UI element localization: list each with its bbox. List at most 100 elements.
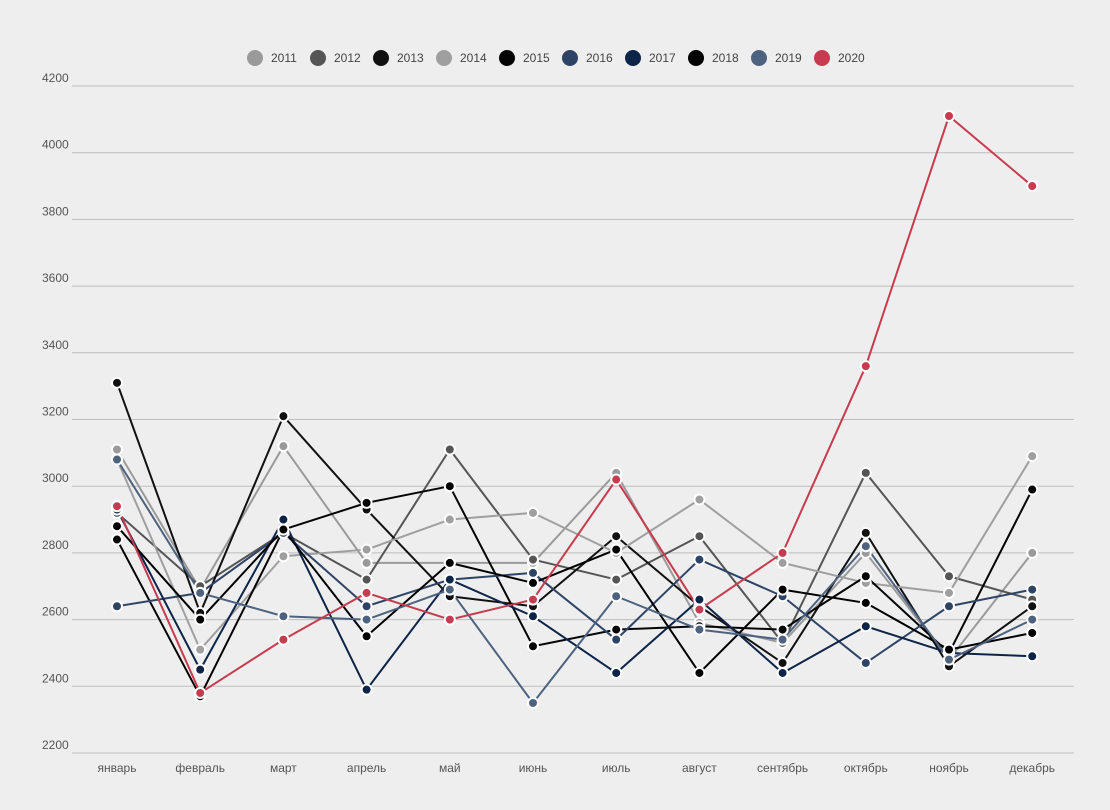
data-point-2014[interactable] [943,586,955,599]
data-point-2019[interactable] [111,453,123,466]
data-point-2020[interactable] [693,603,706,616]
data-point-2018[interactable] [610,543,623,556]
data-point-2020[interactable] [111,500,123,513]
data-point-2018[interactable] [1026,626,1039,639]
data-point-2016[interactable] [1026,583,1039,596]
data-point-2012[interactable] [943,570,955,583]
legend-item-2020[interactable]: 2020 [814,50,865,66]
data-point-2016[interactable] [693,553,706,566]
data-point-2018[interactable] [776,583,789,596]
data-point-2014[interactable] [443,513,456,526]
data-point-2017[interactable] [360,683,373,696]
data-point-2019[interactable] [693,623,706,636]
data-point-2019[interactable] [1026,613,1039,626]
data-point-2014[interactable] [360,543,373,556]
legend-item-2014[interactable]: 2014 [436,50,487,66]
legend-item-2017[interactable]: 2017 [625,50,676,66]
data-point-2011[interactable] [111,443,123,456]
data-point-2016[interactable] [610,633,623,646]
data-point-2015[interactable] [443,480,456,493]
data-point-2015[interactable] [527,640,539,653]
data-point-2019[interactable] [277,610,290,623]
data-point-2017[interactable] [277,513,290,526]
data-point-2018[interactable] [693,666,706,679]
data-point-2017[interactable] [693,593,706,606]
data-point-2011[interactable] [277,440,290,453]
data-point-2019[interactable] [360,613,373,626]
data-point-2019[interactable] [943,653,955,666]
data-point-2013[interactable] [111,376,123,389]
legend-item-2011[interactable]: 2011 [247,50,297,66]
data-point-2011[interactable] [1026,546,1039,559]
data-point-2014[interactable] [194,643,207,656]
data-point-2013[interactable] [610,530,623,543]
data-point-2019[interactable] [610,590,623,603]
legend-item-2012[interactable]: 2012 [310,50,361,66]
data-point-2017[interactable] [610,666,623,679]
data-point-2020[interactable] [360,586,373,599]
legend-item-2015[interactable]: 2015 [499,50,550,66]
data-point-2011[interactable] [360,556,373,569]
data-point-2020[interactable] [1026,180,1039,193]
data-point-2020[interactable] [443,613,456,626]
data-point-2018[interactable] [527,576,539,589]
data-point-2015[interactable] [610,623,623,636]
data-point-2012[interactable] [360,573,373,586]
data-point-2014[interactable] [277,550,290,563]
data-point-2012[interactable] [859,466,872,479]
data-point-2017[interactable] [1026,650,1039,663]
data-point-2013[interactable] [1026,600,1039,613]
y-tick-label: 3800 [42,204,69,218]
data-point-2013[interactable] [776,656,789,669]
data-point-2016[interactable] [527,566,539,579]
legend-item-2016[interactable]: 2016 [562,50,613,66]
data-point-2015[interactable] [1026,483,1039,496]
data-point-2015[interactable] [776,623,789,636]
data-point-2019[interactable] [859,540,872,553]
data-point-2017[interactable] [776,666,789,679]
data-point-2020[interactable] [610,473,623,486]
data-point-2017[interactable] [859,620,872,633]
data-point-2020[interactable] [277,633,290,646]
data-point-2016[interactable] [859,656,872,669]
data-point-2015[interactable] [111,533,123,546]
data-point-2016[interactable] [111,600,123,613]
data-point-2017[interactable] [443,573,456,586]
data-point-2012[interactable] [610,573,623,586]
data-point-2018[interactable] [194,613,207,626]
data-point-2020[interactable] [527,593,539,606]
data-point-2020[interactable] [859,360,872,373]
data-point-2017[interactable] [194,663,207,676]
data-point-2018[interactable] [277,523,290,536]
data-point-2014[interactable] [1026,450,1039,463]
data-point-2015[interactable] [859,570,872,583]
data-point-2019[interactable] [527,696,539,709]
data-point-2017[interactable] [527,610,539,623]
data-point-2013[interactable] [277,410,290,423]
data-point-2015[interactable] [360,496,373,509]
data-point-2019[interactable] [443,583,456,596]
data-point-2012[interactable] [527,553,539,566]
legend-item-2013[interactable]: 2013 [373,50,424,66]
data-point-2020[interactable] [194,686,207,699]
legend-marker [625,50,641,66]
data-point-2019[interactable] [776,633,789,646]
data-point-2020[interactable] [943,110,955,123]
data-point-2018[interactable] [360,630,373,643]
data-point-2019[interactable] [194,586,207,599]
data-point-2014[interactable] [693,493,706,506]
data-point-2018[interactable] [943,643,955,656]
data-point-2014[interactable] [776,556,789,569]
data-point-2020[interactable] [776,546,789,559]
data-point-2012[interactable] [693,530,706,543]
data-point-2018[interactable] [111,520,123,533]
data-point-2018[interactable] [859,596,872,609]
data-point-2013[interactable] [859,526,872,539]
data-point-2016[interactable] [943,600,955,613]
legend-item-2018[interactable]: 2018 [688,50,739,66]
data-point-2014[interactable] [527,506,539,519]
data-point-2012[interactable] [443,443,456,456]
legend-item-2019[interactable]: 2019 [751,50,802,66]
data-point-2016[interactable] [360,600,373,613]
data-point-2018[interactable] [443,556,456,569]
